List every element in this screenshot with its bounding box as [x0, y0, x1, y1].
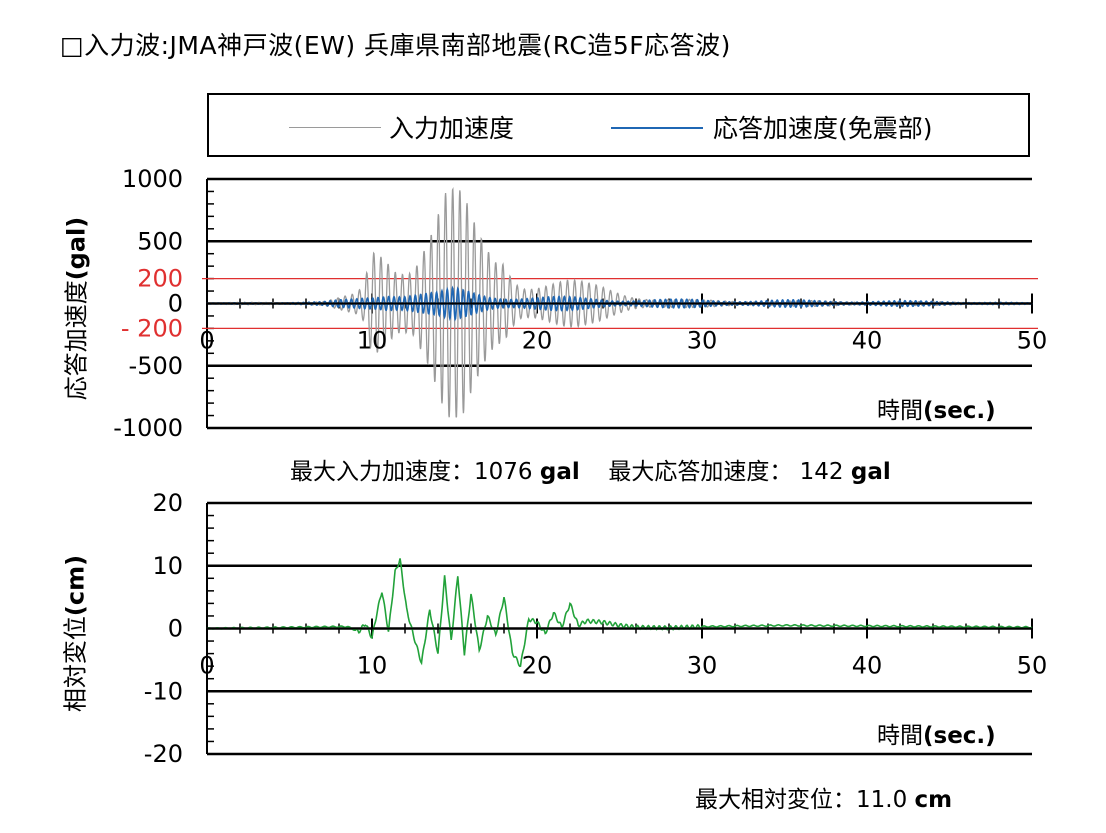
accel-x-tick-label: 20: [522, 327, 553, 355]
disp-x-tick-label: 10: [357, 652, 388, 680]
accel-reference-label: - 200: [121, 314, 183, 342]
disp-y-tick-label: -10: [144, 677, 183, 705]
accel-x-axis-label: 時間(sec.): [877, 391, 996, 425]
accel-y-tick-label: -500: [129, 352, 183, 380]
accel-series-line-1: [206, 285, 1033, 322]
disp-x-tick-label: 0: [199, 652, 214, 680]
page-title: □入力波:JMA神戸波(EW) 兵庫県南部地震(RC造5F応答波): [60, 31, 731, 60]
legend-input-swatch: [289, 127, 381, 128]
disp-x-axis-label: 時間(sec.): [877, 716, 996, 750]
disp-x-tick-label: 50: [1017, 652, 1048, 680]
disp-y-tick-label: -20: [144, 740, 183, 768]
max-response-label: 最大応答加速度： 142: [608, 459, 844, 485]
disp-x-tick-label: 20: [522, 652, 553, 680]
accel-x-axis-label-jp: 時間: [877, 398, 923, 424]
max-response-unit: gal: [850, 459, 891, 485]
accel-y-tick-label: 1000: [122, 165, 183, 193]
accel-x-tick-label: 0: [199, 327, 214, 355]
accel-x-tick-label: 10: [357, 327, 388, 355]
disp-y-tick-label: 0: [168, 615, 183, 643]
accel-y-tick-label: 500: [137, 227, 183, 255]
chart-legend: 入力加速度 応答加速度(免震部): [207, 93, 1030, 157]
accel-x-tick-label: 50: [1017, 327, 1048, 355]
accel-reference-label: 200: [137, 265, 183, 293]
legend-input-label: 入力加速度: [389, 114, 515, 143]
disp-x-tick-label: 30: [687, 652, 718, 680]
disp-x-axis-label-unit: (sec.): [923, 723, 996, 749]
accel-y-tick-label: 0: [168, 290, 183, 318]
max-disp-unit: cm: [914, 787, 953, 813]
legend-response-swatch: [611, 127, 703, 129]
max-disp-label: 最大相対変位：11.0: [695, 787, 908, 813]
max-input-unit: gal: [539, 459, 580, 485]
disp-x-axis-label-jp: 時間: [877, 723, 923, 749]
accel-max-values: 最大入力加速度：1076 gal 最大応答加速度： 142 gal: [290, 452, 891, 486]
accel-x-axis-label-unit: (sec.): [923, 398, 996, 424]
max-displacement: 最大相対変位：11.0 cm: [695, 780, 952, 814]
max-input-label: 最大入力加速度：1076: [290, 459, 533, 485]
disp-series-line-0: [206, 558, 1033, 668]
accel-x-tick-label: 40: [852, 327, 883, 355]
legend-response-label: 応答加速度(免震部): [713, 114, 933, 143]
disp-y-tick-label: 20: [152, 489, 183, 517]
disp-y-tick-label: 10: [152, 552, 183, 580]
accel-x-tick-label: 30: [687, 327, 718, 355]
disp-x-tick-label: 40: [852, 652, 883, 680]
accel-y-tick-label: -1000: [113, 414, 183, 442]
